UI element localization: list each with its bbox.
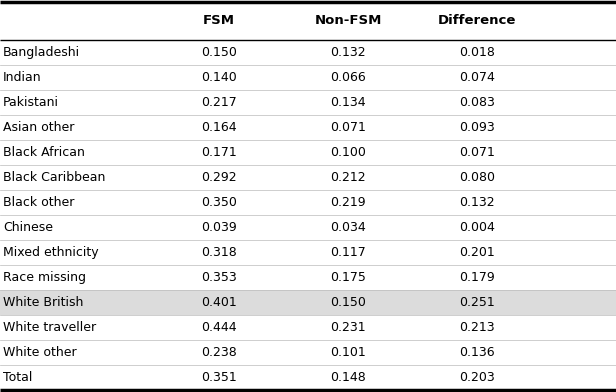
Text: 0.171: 0.171 xyxy=(201,146,237,159)
Text: Asian other: Asian other xyxy=(3,121,75,134)
Text: 0.175: 0.175 xyxy=(330,271,366,284)
Text: 0.083: 0.083 xyxy=(460,96,495,109)
Text: Mixed ethnicity: Mixed ethnicity xyxy=(3,246,99,259)
Text: 0.018: 0.018 xyxy=(460,45,495,58)
Text: 0.132: 0.132 xyxy=(330,45,366,58)
Text: 0.080: 0.080 xyxy=(460,171,495,184)
Text: 0.217: 0.217 xyxy=(201,96,237,109)
Text: Difference: Difference xyxy=(438,14,517,27)
Text: 0.292: 0.292 xyxy=(201,171,237,184)
Text: 0.100: 0.100 xyxy=(330,146,366,159)
Text: Race missing: Race missing xyxy=(3,271,86,284)
Text: 0.351: 0.351 xyxy=(201,371,237,384)
Text: FSM: FSM xyxy=(203,14,235,27)
Text: 0.140: 0.140 xyxy=(201,71,237,83)
Text: Black African: Black African xyxy=(3,146,85,159)
Text: 0.071: 0.071 xyxy=(460,146,495,159)
Text: 0.150: 0.150 xyxy=(330,296,366,309)
Text: 0.039: 0.039 xyxy=(201,221,237,234)
Text: White British: White British xyxy=(3,296,83,309)
Text: 0.134: 0.134 xyxy=(330,96,366,109)
Text: 0.150: 0.150 xyxy=(201,45,237,58)
Text: 0.203: 0.203 xyxy=(460,371,495,384)
Text: 0.101: 0.101 xyxy=(330,346,366,359)
Bar xyxy=(0,290,616,315)
Text: 0.093: 0.093 xyxy=(460,121,495,134)
Text: Chinese: Chinese xyxy=(3,221,53,234)
Text: 0.164: 0.164 xyxy=(201,121,237,134)
Text: 0.353: 0.353 xyxy=(201,271,237,284)
Text: 0.251: 0.251 xyxy=(460,296,495,309)
Text: 0.231: 0.231 xyxy=(330,321,366,334)
Text: 0.212: 0.212 xyxy=(330,171,366,184)
Text: 0.201: 0.201 xyxy=(460,246,495,259)
Text: 0.444: 0.444 xyxy=(201,321,237,334)
Text: White traveller: White traveller xyxy=(3,321,96,334)
Text: 0.318: 0.318 xyxy=(201,246,237,259)
Text: Total: Total xyxy=(3,371,33,384)
Text: 0.066: 0.066 xyxy=(330,71,366,83)
Text: 0.238: 0.238 xyxy=(201,346,237,359)
Text: 0.034: 0.034 xyxy=(330,221,366,234)
Text: Pakistani: Pakistani xyxy=(3,96,59,109)
Text: 0.136: 0.136 xyxy=(460,346,495,359)
Text: 0.401: 0.401 xyxy=(201,296,237,309)
Text: 0.004: 0.004 xyxy=(460,221,495,234)
Text: White other: White other xyxy=(3,346,77,359)
Text: Black Caribbean: Black Caribbean xyxy=(3,171,105,184)
Text: 0.071: 0.071 xyxy=(330,121,366,134)
Text: 0.350: 0.350 xyxy=(201,196,237,209)
Text: Black other: Black other xyxy=(3,196,75,209)
Text: 0.179: 0.179 xyxy=(460,271,495,284)
Text: Non-FSM: Non-FSM xyxy=(314,14,382,27)
Text: 0.219: 0.219 xyxy=(330,196,366,209)
Text: 0.213: 0.213 xyxy=(460,321,495,334)
Text: 0.074: 0.074 xyxy=(460,71,495,83)
Text: 0.148: 0.148 xyxy=(330,371,366,384)
Text: Indian: Indian xyxy=(3,71,42,83)
Text: Bangladeshi: Bangladeshi xyxy=(3,45,80,58)
Text: 0.117: 0.117 xyxy=(330,246,366,259)
Text: 0.132: 0.132 xyxy=(460,196,495,209)
